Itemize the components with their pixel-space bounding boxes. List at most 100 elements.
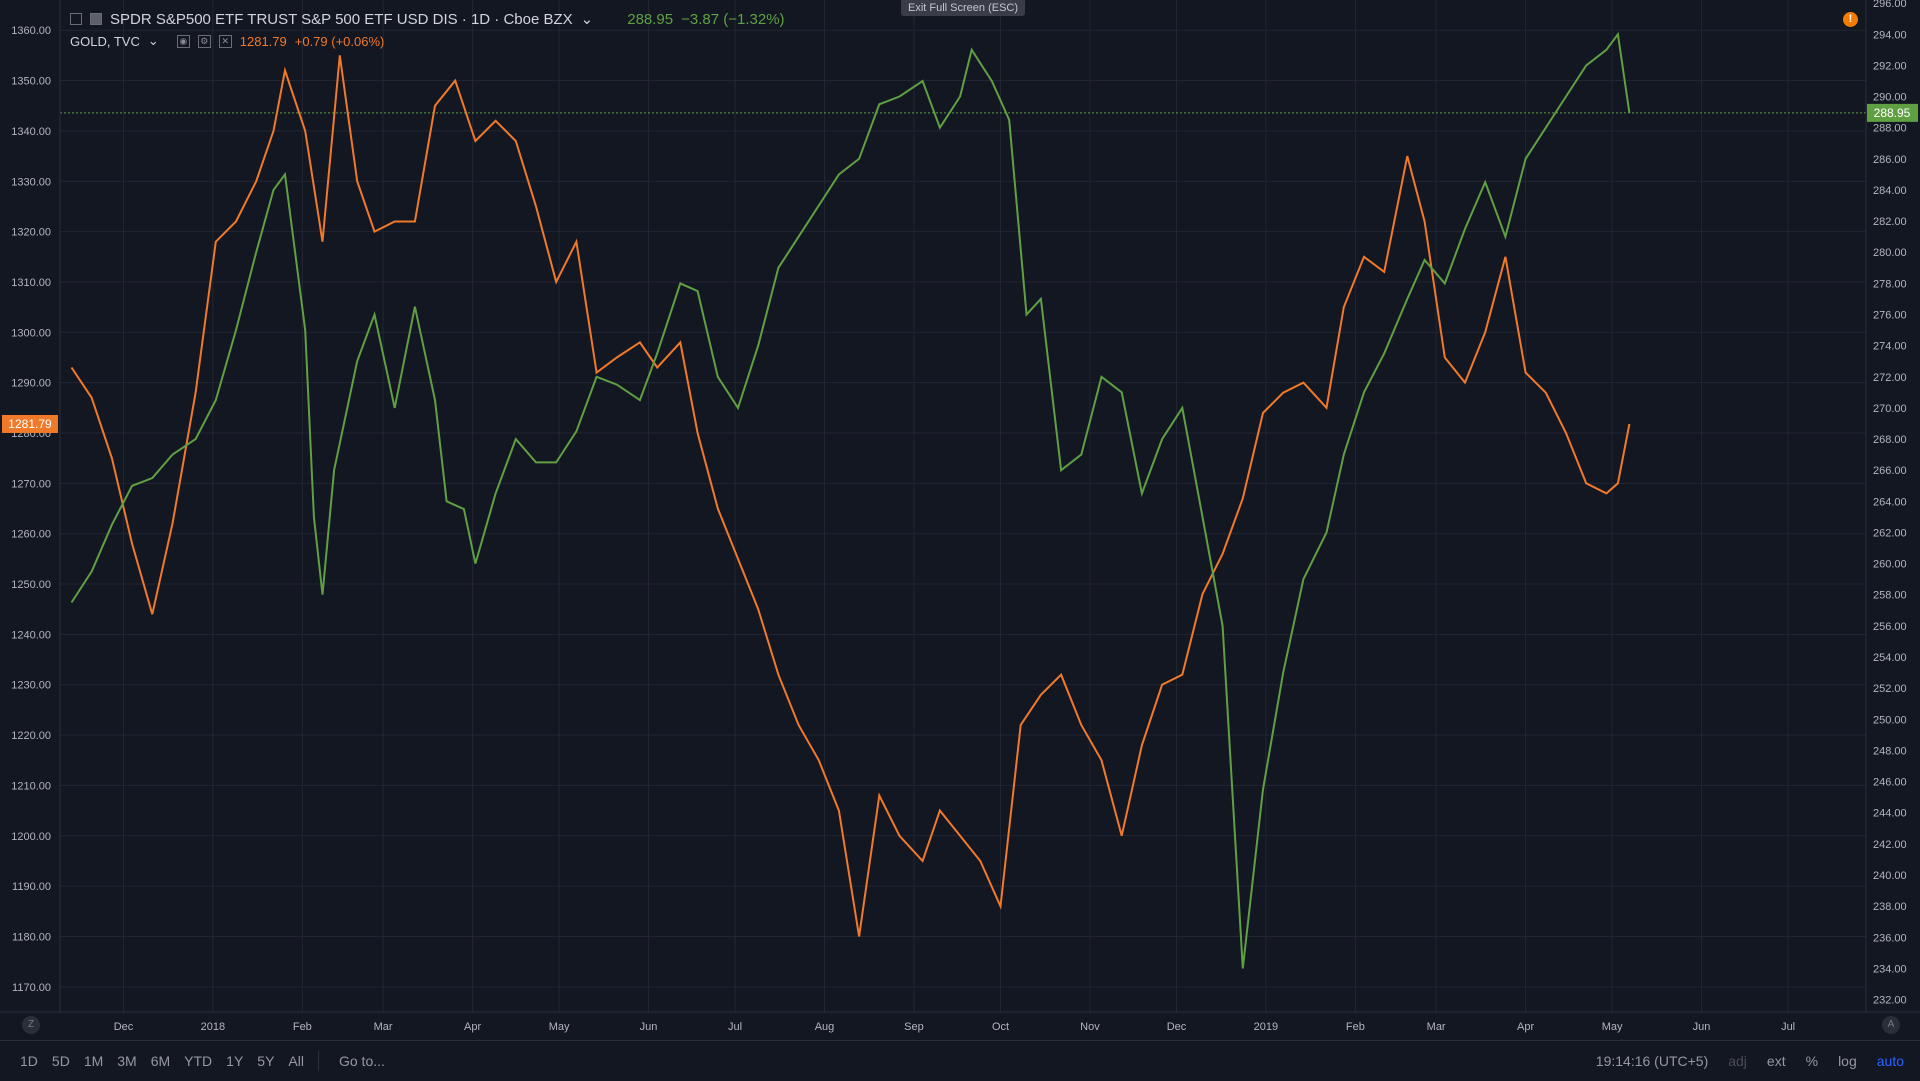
left-tick-label: 1200.00 — [11, 831, 51, 843]
time-tick-label: Sep — [904, 1021, 924, 1033]
warning-icon[interactable]: ! — [1843, 12, 1858, 27]
right-tick-label: 238.00 — [1873, 901, 1907, 913]
time-tick-label: Jul — [1781, 1021, 1795, 1033]
auto-scale-button[interactable]: A — [1882, 1016, 1900, 1034]
spy-last-price-text: 288.95 — [1874, 106, 1911, 120]
ext-toggle[interactable]: ext — [1766, 1053, 1786, 1069]
left-tick-label: 1220.00 — [11, 730, 51, 742]
right-tick-label: 264.00 — [1873, 496, 1907, 508]
range-button-1d[interactable]: 1D — [20, 1053, 38, 1069]
range-button-ytd[interactable]: YTD — [184, 1053, 213, 1069]
right-tick-label: 292.00 — [1873, 60, 1907, 72]
spy-last-price-label: 288.95 — [1867, 103, 1918, 122]
main-series-title[interactable]: SPDR S&P500 ETF TRUST S&P 500 ETF USD DI… — [110, 10, 573, 28]
exit-fullscreen-button[interactable]: Exit Full Screen (ESC) — [901, 0, 1025, 16]
right-tick-label: 232.00 — [1873, 995, 1907, 1007]
left-tick-label: 1240.00 — [11, 629, 51, 641]
time-tick-label: 2018 — [201, 1021, 225, 1033]
right-tick-label: 236.00 — [1873, 932, 1907, 944]
right-tick-label: 270.00 — [1873, 403, 1907, 415]
collapse-toggle[interactable] — [70, 13, 82, 25]
right-tick-label: 244.00 — [1873, 808, 1907, 820]
time-tick-label: Apr — [464, 1021, 481, 1033]
left-tick-label: 1180.00 — [12, 931, 51, 943]
main-series-last: 288.95 — [627, 10, 674, 28]
range-button-1m[interactable]: 1M — [83, 1053, 104, 1069]
right-tick-label: 258.00 — [1873, 590, 1907, 602]
time-tick-label: Jun — [640, 1021, 658, 1033]
gold-series-line — [70, 55, 1631, 937]
second-series-title[interactable]: GOLD, TVC — [70, 33, 140, 49]
spy-series-line — [70, 31, 1631, 969]
time-tick-label: Oct — [992, 1021, 1009, 1033]
left-tick-label: 1320.00 — [11, 227, 51, 239]
right-tick-label: 256.00 — [1873, 621, 1907, 633]
grid — [60, 0, 1866, 1012]
close-icon[interactable]: ✕ — [218, 34, 232, 48]
settings-icon[interactable]: ⚙ — [197, 34, 211, 48]
chart-canvas[interactable]: 1360.00 1350.00 1340.00 1330.00 1320.00 1310.… — [0, 0, 1920, 1040]
second-series-change: +0.79 (+0.06%) — [294, 33, 385, 49]
eye-icon[interactable]: ◉ — [176, 34, 190, 48]
percent-scale-toggle[interactable]: % — [1805, 1053, 1819, 1069]
legend-main-series: SPDR S&P500 ETF TRUST S&P 500 ETF USD DI… — [70, 8, 785, 30]
gold-last-price-text: 1281.79 — [8, 417, 52, 431]
time-tick-label: May — [549, 1021, 570, 1033]
chevron-down-icon[interactable]: ⌄ — [580, 11, 594, 28]
time-tick-label: Dec — [1167, 1021, 1187, 1033]
right-tick-label: 288.00 — [1873, 123, 1907, 135]
time-tick-label: Dec — [114, 1021, 134, 1033]
right-tick-label: 272.00 — [1873, 372, 1907, 384]
range-button-5d[interactable]: 5D — [51, 1053, 70, 1069]
right-tick-label: 240.00 — [1873, 870, 1907, 882]
time-tick-label: Feb — [1346, 1021, 1365, 1033]
right-tick-label: 278.00 — [1873, 278, 1907, 290]
right-tick-label: 250.00 — [1873, 714, 1907, 726]
adj-toggle[interactable]: adj — [1728, 1053, 1747, 1069]
auto-scale-toggle[interactable]: auto — [1876, 1053, 1904, 1069]
series-color-square — [90, 13, 102, 25]
right-tick-label: 254.00 — [1873, 652, 1907, 664]
range-button-1y[interactable]: 1Y — [226, 1053, 244, 1069]
goto-date-button[interactable]: Go to... — [338, 1053, 385, 1069]
time-tick-label: Jul — [728, 1021, 742, 1033]
left-tick-label: 1230.00 — [11, 680, 51, 692]
left-tick-label: 1170.00 — [12, 982, 51, 994]
right-tick-label: 266.00 — [1873, 465, 1907, 477]
left-tick-label: 1330.00 — [11, 176, 51, 188]
gold-last-price-label: 1281.79 — [2, 414, 58, 433]
range-button-3m[interactable]: 3M — [117, 1053, 137, 1069]
range-button-6m[interactable]: 6M — [150, 1053, 171, 1069]
left-tick-label: 1300.00 — [11, 327, 51, 339]
right-tick-label: 234.00 — [1873, 963, 1907, 975]
time-tick-label: Aug — [815, 1021, 835, 1033]
range-button-5y[interactable]: 5Y — [257, 1053, 275, 1069]
left-price-axis: 1360.00 1350.00 1340.00 1330.00 1320.00 1310.… — [11, 25, 51, 994]
bottom-right-controls: 19:14:16 (UTC+5) adj ext % log auto — [1596, 1041, 1904, 1081]
left-tick-label: 1210.00 — [11, 780, 51, 792]
zoom-reset-button[interactable]: Z — [22, 1016, 40, 1034]
clock[interactable]: 19:14:16 (UTC+5) — [1595, 1053, 1709, 1069]
chevron-down-icon[interactable]: ⌄ — [147, 33, 159, 48]
time-tick-label: Apr — [1517, 1021, 1534, 1033]
legend-second-series: GOLD, TVC ⌄ ◉ ⚙ ✕ 1281.79 +0.79 (+0.06%) — [70, 30, 785, 52]
time-tick-label: Mar — [374, 1021, 393, 1033]
left-tick-label: 1310.00 — [11, 277, 51, 289]
left-tick-label: 1250.00 — [11, 579, 51, 591]
left-tick-label: 1260.00 — [11, 529, 51, 541]
time-tick-label: Feb — [293, 1021, 312, 1033]
left-tick-label: 1290.00 — [11, 378, 51, 390]
right-tick-label: 282.00 — [1873, 216, 1907, 228]
log-scale-toggle[interactable]: log — [1838, 1053, 1857, 1069]
right-tick-label: 268.00 — [1873, 434, 1907, 446]
time-tick-label: Nov — [1080, 1021, 1100, 1033]
right-tick-label: 242.00 — [1873, 839, 1907, 851]
right-tick-label: 294.00 — [1873, 29, 1907, 41]
toolbar-divider — [317, 1051, 319, 1071]
left-tick-label: 1360.00 — [11, 25, 51, 37]
right-tick-label: 290.00 — [1873, 92, 1907, 104]
range-button-all[interactable]: All — [288, 1053, 304, 1069]
right-tick-label: 248.00 — [1873, 745, 1907, 757]
right-price-axis: 296.00 294.00 292.00 290.00 288.00 286.00 284.… — [1873, 0, 1907, 1007]
